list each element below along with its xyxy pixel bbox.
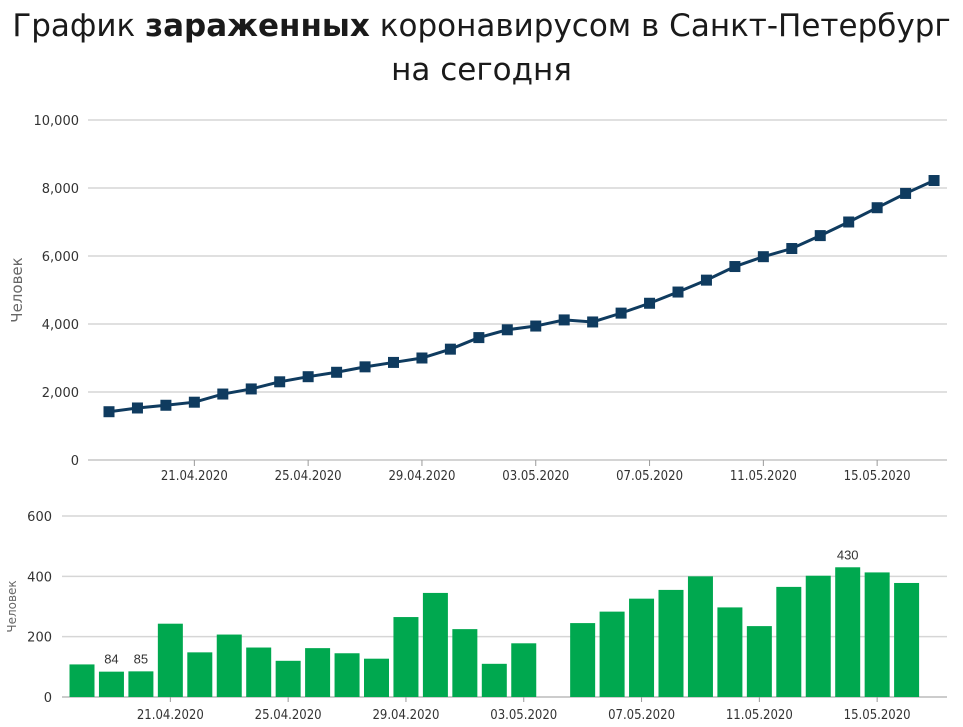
cumulative-cases-line-chart: 0 2,000 4,000 6,000 8,000 10,000 Человек 21.04.…	[8, 114, 947, 484]
data-point	[302, 371, 314, 383]
y-axis-label: Человек	[8, 257, 26, 322]
data-point	[160, 399, 172, 411]
bar	[187, 652, 213, 697]
data-point	[644, 297, 656, 309]
bar	[452, 629, 478, 697]
y-tick-label: 0	[71, 454, 79, 469]
data-point	[217, 388, 229, 400]
bar	[599, 611, 625, 697]
data-point	[672, 286, 684, 298]
page-title: График зараженных коронавирусом в Санкт-…	[0, 4, 963, 92]
data-point	[103, 406, 115, 418]
bar	[98, 671, 124, 697]
y-tick-label: 600	[27, 510, 52, 525]
bar	[334, 653, 360, 697]
x-tick-label: 07.05.2020	[616, 469, 683, 484]
title-part-1: График	[12, 8, 146, 44]
data-point	[871, 202, 883, 214]
y-tick-label: 2,000	[42, 386, 79, 401]
bar	[805, 575, 831, 697]
data-point	[757, 251, 769, 263]
data-point	[587, 316, 599, 328]
series-line	[108, 179, 935, 414]
bar	[157, 623, 183, 697]
data-point	[814, 230, 826, 242]
data-label: 430	[837, 547, 859, 562]
bar	[570, 623, 596, 697]
data-point	[245, 383, 257, 395]
x-tick-label: 03.05.2020	[502, 469, 569, 484]
x-tick-label: 11.05.2020	[730, 469, 797, 484]
x-tick-label: 25.04.2020	[255, 708, 322, 723]
y-tick-label: 4,000	[42, 318, 79, 333]
data-point	[786, 243, 798, 255]
y-tick-label: 6,000	[42, 250, 79, 265]
bar	[364, 658, 389, 697]
x-tick-label: 21.04.2020	[137, 708, 204, 723]
data-point	[928, 175, 940, 187]
bar	[246, 647, 272, 697]
bar	[305, 648, 331, 697]
data-point	[615, 307, 627, 319]
data-label: 85	[134, 651, 148, 666]
data-point	[501, 324, 513, 336]
y-tick-label: 200	[27, 631, 52, 646]
title-bold-part: зараженных	[145, 8, 370, 44]
x-tick-label: 07.05.2020	[608, 708, 675, 723]
bar	[216, 634, 242, 697]
bar	[894, 582, 920, 697]
y-tick-label: 0	[44, 691, 52, 706]
bar	[481, 663, 507, 697]
data-point	[530, 320, 542, 332]
data-point	[359, 361, 371, 373]
data-point	[416, 352, 428, 364]
y-axis-label: Человек	[5, 580, 19, 632]
x-tick-label: 15.05.2020	[844, 469, 911, 484]
data-point	[444, 343, 456, 355]
bar	[687, 576, 713, 697]
daily-cases-bar-chart: 0 200 400 600 Человек 84 85 430 21.04.2020 25.04.…	[5, 510, 947, 723]
data-point	[274, 376, 286, 388]
bar	[393, 617, 419, 697]
data-point	[900, 187, 912, 199]
data-label: 84	[104, 652, 118, 667]
data-point	[843, 216, 855, 228]
bar	[422, 592, 448, 697]
data-point	[188, 396, 200, 408]
data-point	[558, 314, 570, 326]
data-point	[331, 366, 343, 378]
x-tick-label: 03.05.2020	[490, 708, 557, 723]
bar	[746, 626, 772, 697]
data-point	[388, 356, 399, 368]
bar	[717, 607, 743, 697]
y-tick-label: 8,000	[42, 182, 79, 197]
y-tick-label: 10,000	[34, 114, 80, 129]
bar	[128, 671, 154, 697]
bar	[658, 589, 684, 697]
bar	[776, 586, 802, 697]
bar	[835, 567, 861, 697]
x-tick-label: 11.05.2020	[726, 708, 793, 723]
data-point	[729, 261, 741, 273]
x-tick-label: 21.04.2020	[161, 469, 228, 484]
bar	[511, 643, 537, 697]
x-tick-label: 29.04.2020	[388, 469, 455, 484]
bar	[275, 660, 301, 697]
data-point	[131, 402, 143, 414]
x-tick-label: 25.04.2020	[275, 469, 342, 484]
title-part-2: коронавирусом в Санкт-Петербург на сегод…	[369, 8, 951, 88]
bar	[69, 664, 95, 697]
data-point	[473, 332, 485, 344]
y-tick-label: 400	[27, 570, 52, 585]
data-point	[700, 274, 712, 286]
x-tick-label: 15.05.2020	[844, 708, 911, 723]
bar	[629, 598, 655, 697]
bar	[864, 572, 890, 697]
x-tick-label: 29.04.2020	[372, 708, 439, 723]
